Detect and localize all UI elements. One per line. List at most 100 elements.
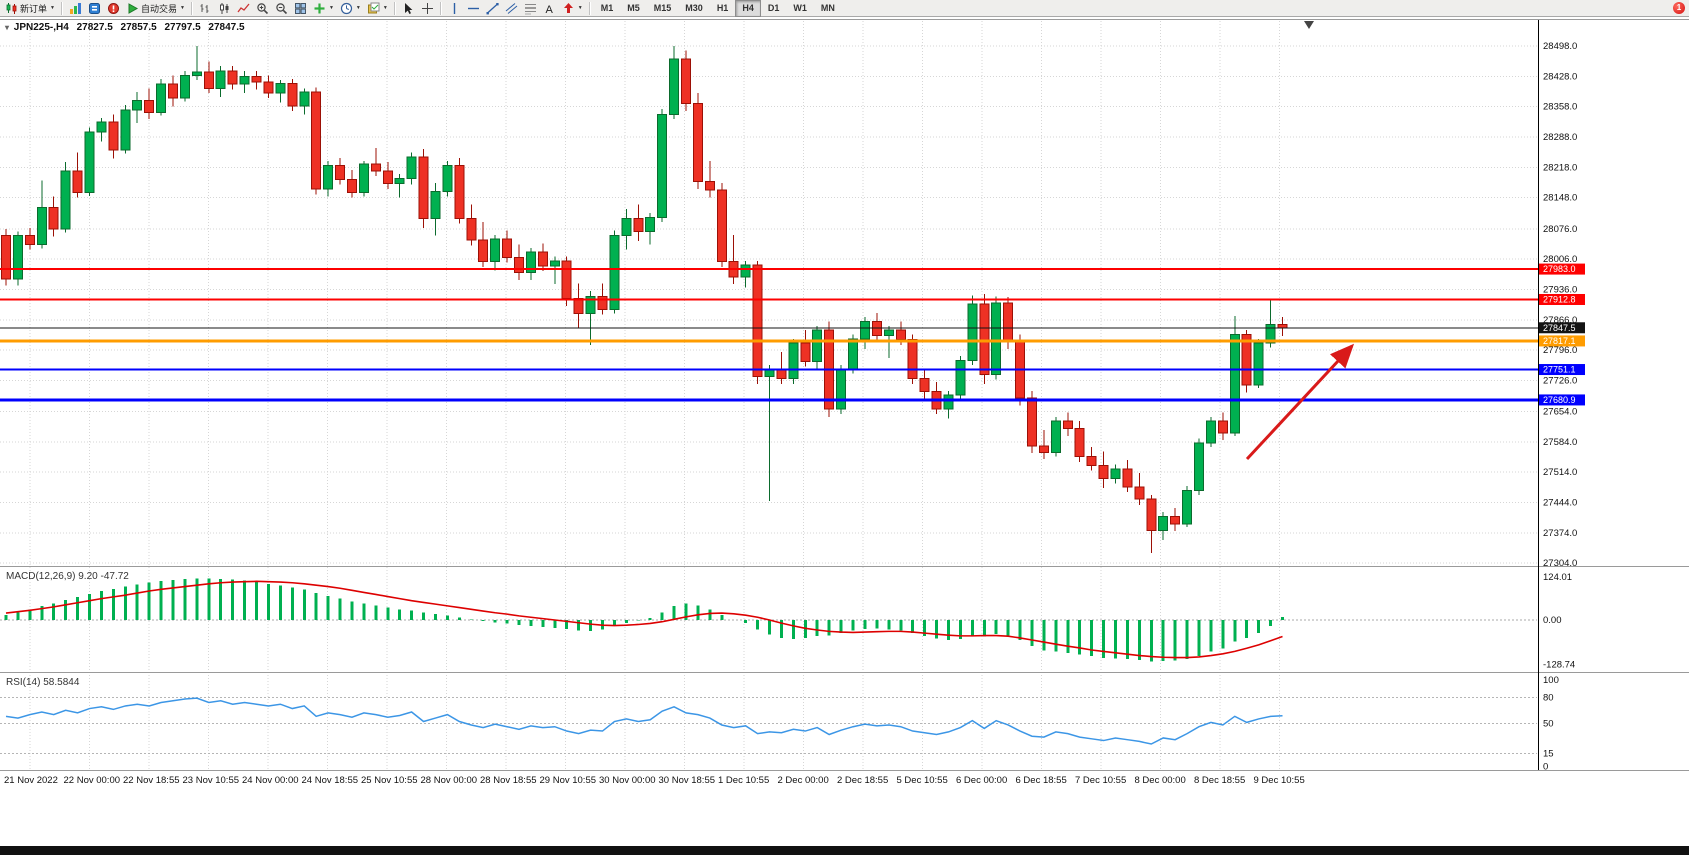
trendline-button[interactable] — [483, 1, 502, 16]
vertical-line-button[interactable] — [445, 1, 464, 16]
text-button[interactable]: A — [540, 1, 559, 16]
trend-icon — [486, 2, 499, 15]
svg-text:27726.0: 27726.0 — [1543, 375, 1577, 386]
svg-text:30 Nov 18:55: 30 Nov 18:55 — [659, 775, 716, 786]
svg-text:27983.0: 27983.0 — [1543, 264, 1576, 274]
caret-down-icon: ▼ — [179, 5, 185, 11]
trend-arrow-annotation[interactable] — [1245, 343, 1355, 461]
zoomin-icon — [256, 2, 269, 15]
chart-plot-area[interactable] — [0, 20, 1537, 566]
redbox-icon — [107, 2, 120, 15]
svg-text:15: 15 — [1543, 749, 1554, 760]
candlestick-chart-button[interactable] — [215, 1, 234, 16]
svg-text:28 Nov 00:00: 28 Nov 00:00 — [421, 775, 478, 786]
svg-text:6 Dec 00:00: 6 Dec 00:00 — [956, 775, 1007, 786]
toolbar-separator — [393, 1, 396, 15]
notification-badge[interactable]: 1 — [1673, 2, 1685, 14]
zoom-in-button[interactable] — [253, 1, 272, 16]
new-order-button[interactable]: 新订单 ▼ — [2, 1, 58, 16]
price-axis[interactable]: 28498.0 28428.0 28358.0 28288.0 28218.0 28148… — [1543, 41, 1577, 773]
panel-separators[interactable] — [0, 19, 1689, 771]
svg-text:23 Nov 10:55: 23 Nov 10:55 — [183, 775, 240, 786]
alerts-button[interactable] — [104, 1, 123, 16]
svg-text:21 Nov 2022: 21 Nov 2022 — [4, 775, 58, 786]
fibonacci-retracement-button[interactable] — [521, 1, 540, 16]
svg-text:6 Dec 18:55: 6 Dec 18:55 — [1016, 775, 1067, 786]
svg-text:27847.5: 27847.5 — [1543, 323, 1576, 333]
cursor-button[interactable] — [399, 1, 418, 16]
caret-down-icon: ▼ — [382, 5, 388, 11]
horizontal-line-button[interactable] — [464, 1, 483, 16]
zoomout-icon — [275, 2, 288, 15]
timeframe-h4-button[interactable]: H4 — [735, 0, 761, 17]
svg-text:5 Dec 10:55: 5 Dec 10:55 — [897, 775, 948, 786]
timeframe-mn-button[interactable]: MN — [820, 3, 835, 13]
svg-text:29 Nov 10:55: 29 Nov 10:55 — [540, 775, 597, 786]
svg-text:27866.0: 27866.0 — [1543, 315, 1577, 326]
equidistant-channel-button[interactable] — [502, 1, 521, 16]
svg-text:22 Nov 18:55: 22 Nov 18:55 — [123, 775, 180, 786]
timeframe-w1-button[interactable]: W1 — [793, 3, 807, 13]
timeframe-d1-button[interactable]: D1 — [767, 3, 780, 13]
svg-text:28358.0: 28358.0 — [1543, 102, 1577, 113]
toolbar-separator — [588, 1, 591, 15]
chart-icon — [69, 2, 82, 15]
bar-chart-button[interactable] — [196, 1, 215, 16]
svg-text:27584.0: 27584.0 — [1543, 437, 1577, 448]
market-watch-button[interactable] — [85, 1, 104, 16]
svg-text:27304.0: 27304.0 — [1543, 558, 1577, 569]
crosshair-button[interactable] — [418, 1, 437, 16]
svg-text:2 Dec 00:00: 2 Dec 00:00 — [778, 775, 829, 786]
timeframe-m15-button[interactable]: M15 — [653, 3, 672, 13]
indicators-button[interactable]: ▼ — [310, 1, 337, 16]
zoom-out-button[interactable] — [272, 1, 291, 16]
templates-button[interactable]: ▼ — [364, 1, 391, 16]
chart-shift-marker[interactable] — [1304, 21, 1314, 29]
svg-text:27654.0: 27654.0 — [1543, 407, 1577, 418]
time-axis[interactable]: 21 Nov 2022 22 Nov 00:00 22 Nov 18:55 23 No… — [4, 775, 1305, 786]
svg-text:27936.0: 27936.0 — [1543, 284, 1577, 295]
clock-icon — [340, 2, 353, 15]
candles2-icon — [218, 2, 231, 15]
bottom-bar — [0, 846, 1689, 855]
new-order-button-label: 新订单 — [20, 3, 48, 14]
svg-text:22 Nov 00:00: 22 Nov 00:00 — [64, 775, 121, 786]
svg-text:100: 100 — [1543, 675, 1559, 686]
timeframe-m1-button[interactable]: M1 — [600, 3, 614, 13]
arrows-button[interactable]: ▼ — [559, 1, 586, 16]
crosshair-icon — [421, 2, 434, 15]
svg-text:28 Nov 18:55: 28 Nov 18:55 — [480, 775, 537, 786]
periods-button[interactable]: ▼ — [337, 1, 364, 16]
svg-text:27514.0: 27514.0 — [1543, 467, 1577, 478]
cursor-icon — [402, 2, 415, 15]
svg-text:28288.0: 28288.0 — [1543, 132, 1577, 143]
svg-text:28498.0: 28498.0 — [1543, 41, 1577, 52]
svg-text:27796.0: 27796.0 — [1543, 345, 1577, 356]
charts-button[interactable] — [66, 1, 85, 16]
candles-icon — [5, 2, 18, 15]
timeframe-m5-button[interactable]: M5 — [627, 3, 640, 13]
vline-icon — [448, 2, 461, 15]
svg-text:27680.9: 27680.9 — [1543, 395, 1576, 405]
svg-text:25 Nov 10:55: 25 Nov 10:55 — [361, 775, 418, 786]
toolbar-separator — [190, 1, 193, 15]
horizontal-line-objects[interactable] — [0, 268, 1538, 402]
toolbar-separator — [439, 1, 442, 15]
plus-icon — [313, 2, 326, 15]
svg-text:28076.0: 28076.0 — [1543, 224, 1577, 235]
svg-text:28148.0: 28148.0 — [1543, 193, 1577, 204]
tile-windows-button[interactable] — [291, 1, 310, 16]
timeframe-m30-button[interactable]: M30 — [685, 3, 703, 13]
candlestick-series — [1, 46, 1288, 553]
main-toolbar: 新订单 ▼ 自动交易 ▼ ▼ ▼ ▼ A ▼ M1 M5 M15 M30 H1 H4 D1 W1 MN — [0, 0, 1689, 17]
timeframe-h1-button[interactable]: H1 — [716, 3, 729, 13]
line-chart-button[interactable] — [234, 1, 253, 16]
svg-text:24 Nov 00:00: 24 Nov 00:00 — [242, 775, 299, 786]
svg-text:8 Dec 18:55: 8 Dec 18:55 — [1194, 775, 1245, 786]
fibo-icon — [524, 2, 537, 15]
bluebox-icon — [88, 2, 101, 15]
chart-grid — [0, 21, 1537, 769]
svg-text:124.01: 124.01 — [1543, 572, 1572, 583]
auto-trading-button[interactable]: 自动交易 ▼ — [123, 1, 188, 16]
